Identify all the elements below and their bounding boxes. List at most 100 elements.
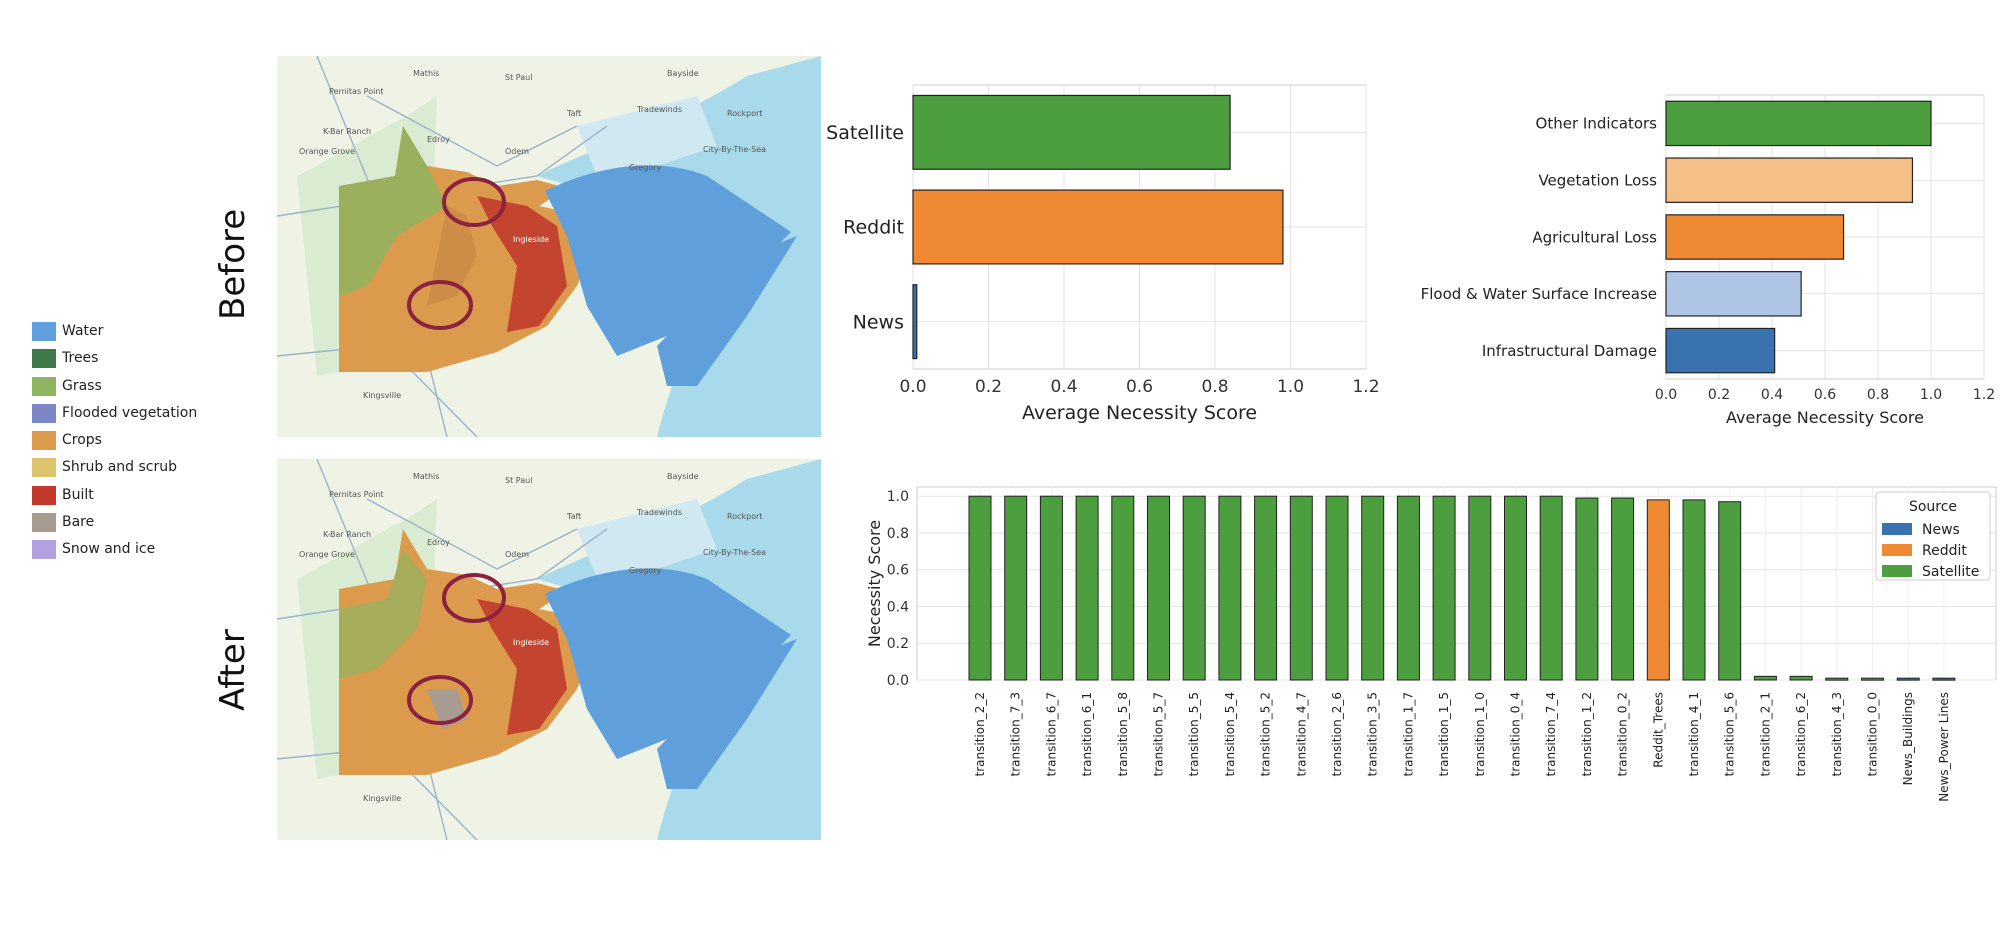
svg-text:Orange Grove: Orange Grove	[299, 550, 355, 559]
x-axis-label: Average Necessity Score	[1726, 408, 1924, 427]
x-tick-label: 0.6	[1814, 387, 1836, 403]
svg-text:K-Bar Ranch: K-Bar Ranch	[323, 127, 371, 136]
svg-text:Kingsville: Kingsville	[363, 794, 401, 803]
legend-swatch	[32, 322, 56, 341]
indicator-necessity-chart: 0.0 0.2 0.4 0.6 0.8 1.0 1.2 Other Indicators Veg…	[1421, 94, 1995, 427]
x-category-label: transition_0_0	[1866, 692, 1880, 776]
before-label: Before	[213, 208, 253, 320]
x-category-label: transition_0_2	[1616, 692, 1630, 776]
x-category-label: transition_0_4	[1509, 692, 1523, 776]
svg-text:St Paul: St Paul	[505, 73, 532, 82]
x-category-label: transition_1_7	[1401, 692, 1415, 776]
y-category-label: News	[853, 311, 904, 333]
legend-swatch	[1882, 523, 1912, 535]
bar	[1665, 327, 1776, 374]
x-category-label: transition_2_6	[1330, 692, 1344, 776]
legend-label: News	[1922, 522, 1960, 538]
legend-swatch	[32, 513, 56, 533]
x-category-label: transition_5_6	[1723, 692, 1737, 776]
legend-label: Snow and ice	[62, 541, 156, 558]
svg-text:Orange Grove: Orange Grove	[299, 147, 355, 156]
x-tick-label: 0.2	[975, 377, 1002, 397]
x-category-label: transition_7_4	[1544, 692, 1558, 776]
bar	[1039, 495, 1063, 681]
svg-text:Mathis: Mathis	[413, 472, 439, 481]
bar	[1575, 497, 1599, 681]
bar	[1665, 271, 1802, 317]
x-category-label: transition_2_2	[973, 692, 987, 776]
legend-label: Shrub and scrub	[62, 459, 178, 476]
svg-text:Gregory: Gregory	[629, 163, 661, 172]
legend-swatch	[32, 458, 56, 478]
x-tick-label: 1.2	[1973, 387, 1995, 403]
svg-text:Kingsville: Kingsville	[363, 391, 401, 400]
svg-text:Bayside: Bayside	[667, 472, 699, 481]
legend-label: Grass	[62, 377, 102, 394]
x-category-label: transition_2_1	[1758, 692, 1772, 776]
svg-text:Ingleside: Ingleside	[513, 638, 549, 647]
legend-label: Crops	[62, 432, 102, 449]
svg-text:Bayside: Bayside	[667, 69, 699, 78]
y-axis-label: Necessity Score	[865, 520, 884, 647]
legend-label: Trees	[62, 350, 99, 367]
x-tick-label: 0.6	[1126, 377, 1153, 397]
bar	[1932, 677, 1956, 681]
x-category-label: News_Buildings	[1901, 692, 1915, 785]
svg-text:Edroy: Edroy	[427, 538, 450, 547]
bar	[1289, 495, 1313, 681]
svg-text:St Paul: St Paul	[505, 476, 532, 485]
legend-item-shrub-and-scrub: Shrub and scrub	[30, 454, 220, 481]
legend-box	[1875, 491, 1991, 581]
bar	[912, 284, 918, 360]
bar	[1111, 495, 1135, 681]
bar	[1182, 495, 1206, 681]
legend-swatch	[32, 403, 56, 423]
source-necessity-chart: 0.0 0.2 0.4 0.6 0.8 1.0 1.2 Satellite Reddit News…	[826, 84, 1380, 424]
svg-text:City-By-The-Sea: City-By-The-Sea	[703, 548, 766, 557]
svg-text:Pernitas Point: Pernitas Point	[329, 87, 384, 96]
y-tick-label: 0.4	[887, 599, 909, 615]
svg-text:Taft: Taft	[566, 512, 581, 521]
legend-item-snow-and-ice: Snow and ice	[30, 536, 220, 563]
legend-swatch	[32, 431, 56, 451]
bar	[912, 94, 1231, 170]
x-category-label: transition_4_1	[1687, 692, 1701, 776]
bar	[1611, 497, 1635, 681]
bar	[1861, 677, 1884, 681]
legend-item-trees: Trees	[30, 345, 220, 372]
x-category-label: transition_7_3	[1009, 692, 1023, 776]
x-category-label: transition_6_7	[1044, 692, 1058, 776]
legend-label: Reddit	[1922, 543, 1967, 559]
y-category-label: Infrastructural Damage	[1482, 342, 1657, 360]
bar	[1665, 157, 1914, 203]
svg-text:Ingleside: Ingleside	[513, 235, 549, 244]
bar	[1896, 677, 1920, 681]
after-label: After	[213, 629, 253, 711]
y-category-label: Reddit	[843, 217, 904, 239]
y-category-label: Vegetation Loss	[1538, 171, 1657, 189]
bar	[1147, 495, 1170, 681]
x-category-label: transition_4_7	[1294, 692, 1308, 776]
bar	[1665, 214, 1845, 260]
bar	[1218, 495, 1242, 681]
x-tick-label: 0.8	[1867, 387, 1889, 403]
bar	[1325, 495, 1349, 681]
x-tick-label: 1.2	[1352, 377, 1379, 397]
bar	[1468, 495, 1492, 681]
legend-swatch	[32, 485, 56, 505]
legend-item-flooded-vegetation: Flooded vegetation	[30, 400, 220, 427]
bar	[1753, 675, 1777, 681]
svg-text:Gregory: Gregory	[629, 566, 661, 575]
svg-text:Rockport: Rockport	[727, 109, 763, 118]
x-tick-label: 0.0	[1655, 387, 1677, 403]
legend-title: Source	[1909, 499, 1957, 515]
x-category-label: transition_3_5	[1366, 692, 1380, 776]
svg-text:Pernitas Point: Pernitas Point	[329, 490, 384, 499]
y-tick-label: 0.6	[887, 563, 909, 579]
bar	[1004, 495, 1028, 681]
legend-swatch	[32, 540, 56, 560]
y-category-label: Agricultural Loss	[1532, 228, 1657, 246]
bar	[1789, 675, 1813, 681]
landcover-legend: Water Trees Grass Flooded vegetation Cro…	[30, 318, 220, 564]
x-tick-label: 0.8	[1201, 377, 1228, 397]
